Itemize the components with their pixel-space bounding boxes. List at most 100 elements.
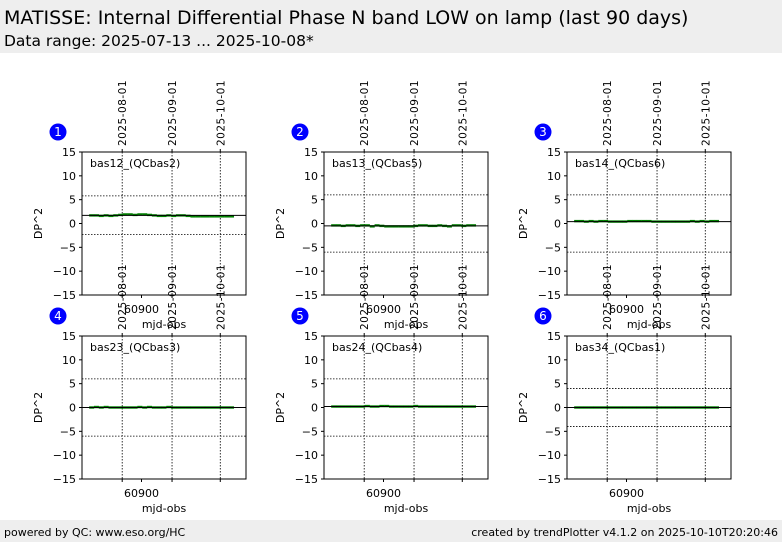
data-point	[219, 215, 225, 218]
panel-number: 4	[54, 309, 62, 323]
data-point	[224, 215, 230, 218]
date-tick-label: 2025-08-01	[602, 264, 614, 330]
y-tick-label: −10	[53, 449, 76, 462]
date-tick-label: 2025-10-01	[215, 80, 227, 146]
y-tick-label: −15	[538, 289, 561, 302]
y-tick-label: 5	[554, 194, 561, 207]
y-tick-label: 0	[554, 402, 561, 415]
date-tick-label: 2025-10-01	[700, 80, 712, 146]
footer-left: powered by QC: www.eso.org/HC	[4, 526, 186, 539]
date-tick-label: 2025-08-01	[359, 80, 371, 146]
panel-number-badge	[534, 123, 552, 141]
y-tick-label: 10	[304, 354, 318, 367]
panel-number-badge	[49, 307, 67, 325]
data-point	[214, 215, 220, 218]
y-axis-label: DP^2	[32, 392, 45, 423]
y-tick-label: 15	[62, 146, 76, 159]
subplot-1: 1 2025-08-01 2025-09-01 2025-10-01 15 10 5 0 −5 −…	[32, 80, 247, 331]
subplot-title: bas12_(QCbas2)	[90, 157, 180, 170]
y-axis-label: DP^2	[274, 392, 287, 423]
y-axis-label: DP^2	[517, 392, 530, 423]
subplot-5: 5 2025-08-01 2025-09-01 2025-10-01 15 10 5 0 −5 −…	[274, 264, 489, 515]
y-tick-label: 0	[311, 218, 318, 231]
date-tick-label: 2025-09-01	[167, 264, 179, 330]
x-tick-label: 60900	[366, 303, 401, 316]
subplot-4: 4 2025-08-01 2025-09-01 2025-10-01 15 10 5 0 −5 −…	[32, 264, 247, 515]
date-tick-label: 2025-08-01	[117, 264, 129, 330]
footer-right: created by trendPlotter v4.1.2 on 2025-1…	[471, 526, 778, 539]
x-axis-label: mjd-obs	[627, 318, 672, 331]
date-tick-label: 2025-10-01	[457, 264, 469, 330]
y-tick-label: 0	[69, 218, 76, 231]
x-axis-label: mjd-obs	[142, 502, 187, 515]
y-tick-label: −15	[53, 473, 76, 486]
y-axis-label: DP^2	[517, 208, 530, 239]
x-tick-label: 60900	[609, 303, 644, 316]
subplot-title: bas23_(QCbas3)	[90, 341, 180, 354]
panel-number: 6	[539, 309, 547, 323]
data-point	[195, 215, 201, 218]
data-point	[204, 215, 210, 218]
data-point	[142, 213, 148, 216]
data-point	[229, 215, 235, 218]
data-point	[190, 215, 196, 218]
panel-number: 2	[296, 125, 304, 139]
x-axis-label: mjd-obs	[627, 502, 672, 515]
y-tick-label: 15	[547, 330, 561, 343]
data-point	[122, 213, 128, 216]
data-point	[200, 215, 206, 218]
x-tick-label: 60900	[124, 487, 159, 500]
x-axis-label: mjd-obs	[384, 318, 429, 331]
y-axis-label: DP^2	[32, 208, 45, 239]
date-tick-label: 2025-09-01	[409, 80, 421, 146]
y-tick-label: −15	[295, 473, 318, 486]
y-tick-label: 15	[547, 146, 561, 159]
x-tick-label: 60900	[609, 487, 644, 500]
panel-number: 1	[54, 125, 62, 139]
y-tick-label: 5	[311, 378, 318, 391]
y-tick-label: 5	[311, 194, 318, 207]
subplot-title: bas14_(QCbas6)	[575, 157, 665, 170]
y-tick-label: 10	[547, 354, 561, 367]
y-tick-label: 5	[69, 378, 76, 391]
y-axis-label: DP^2	[274, 208, 287, 239]
footer: powered by QC: www.eso.org/HC created by…	[0, 520, 782, 542]
y-tick-label: −10	[53, 265, 76, 278]
panel-number-badge	[49, 123, 67, 141]
header: MATISSE: Internal Differential Phase N b…	[0, 0, 782, 53]
data-range: Data range: 2025-07-13 ... 2025-10-08*	[4, 32, 314, 50]
y-tick-label: 15	[304, 146, 318, 159]
y-tick-label: 15	[62, 330, 76, 343]
panel-number-badge	[534, 307, 552, 325]
date-tick-label: 2025-08-01	[602, 80, 614, 146]
date-tick-label: 2025-10-01	[700, 264, 712, 330]
subplot-6: 6 2025-08-01 2025-09-01 2025-10-01 15 10 5 0 −5 −…	[517, 264, 732, 515]
date-tick-label: 2025-09-01	[652, 264, 664, 330]
data-point	[127, 213, 133, 216]
y-tick-label: 0	[554, 218, 561, 231]
subplot-title: bas24_(QCbas4)	[332, 341, 422, 354]
date-tick-label: 2025-09-01	[409, 264, 421, 330]
panel-number: 5	[296, 309, 304, 323]
y-tick-label: −10	[295, 265, 318, 278]
subplot-3: 3 2025-08-01 2025-09-01 2025-10-01 15 10 5 0 −5 −…	[517, 80, 732, 331]
x-tick-label: 60900	[366, 487, 401, 500]
y-tick-label: −15	[53, 289, 76, 302]
y-tick-label: −5	[545, 241, 561, 254]
y-tick-label: 10	[304, 170, 318, 183]
y-tick-label: −10	[295, 449, 318, 462]
x-axis-label: mjd-obs	[142, 318, 187, 331]
data-point	[209, 215, 215, 218]
date-tick-label: 2025-10-01	[215, 264, 227, 330]
date-tick-label: 2025-08-01	[117, 80, 129, 146]
y-tick-label: −5	[302, 425, 318, 438]
date-tick-label: 2025-09-01	[167, 80, 179, 146]
date-tick-label: 2025-10-01	[457, 80, 469, 146]
y-tick-label: −15	[538, 473, 561, 486]
y-tick-label: 15	[304, 330, 318, 343]
y-tick-label: 10	[62, 354, 76, 367]
y-tick-label: −5	[60, 425, 76, 438]
date-tick-label: 2025-08-01	[359, 264, 371, 330]
x-axis-label: mjd-obs	[384, 502, 429, 515]
subplot-title: bas34_(QCbas1)	[575, 341, 665, 354]
